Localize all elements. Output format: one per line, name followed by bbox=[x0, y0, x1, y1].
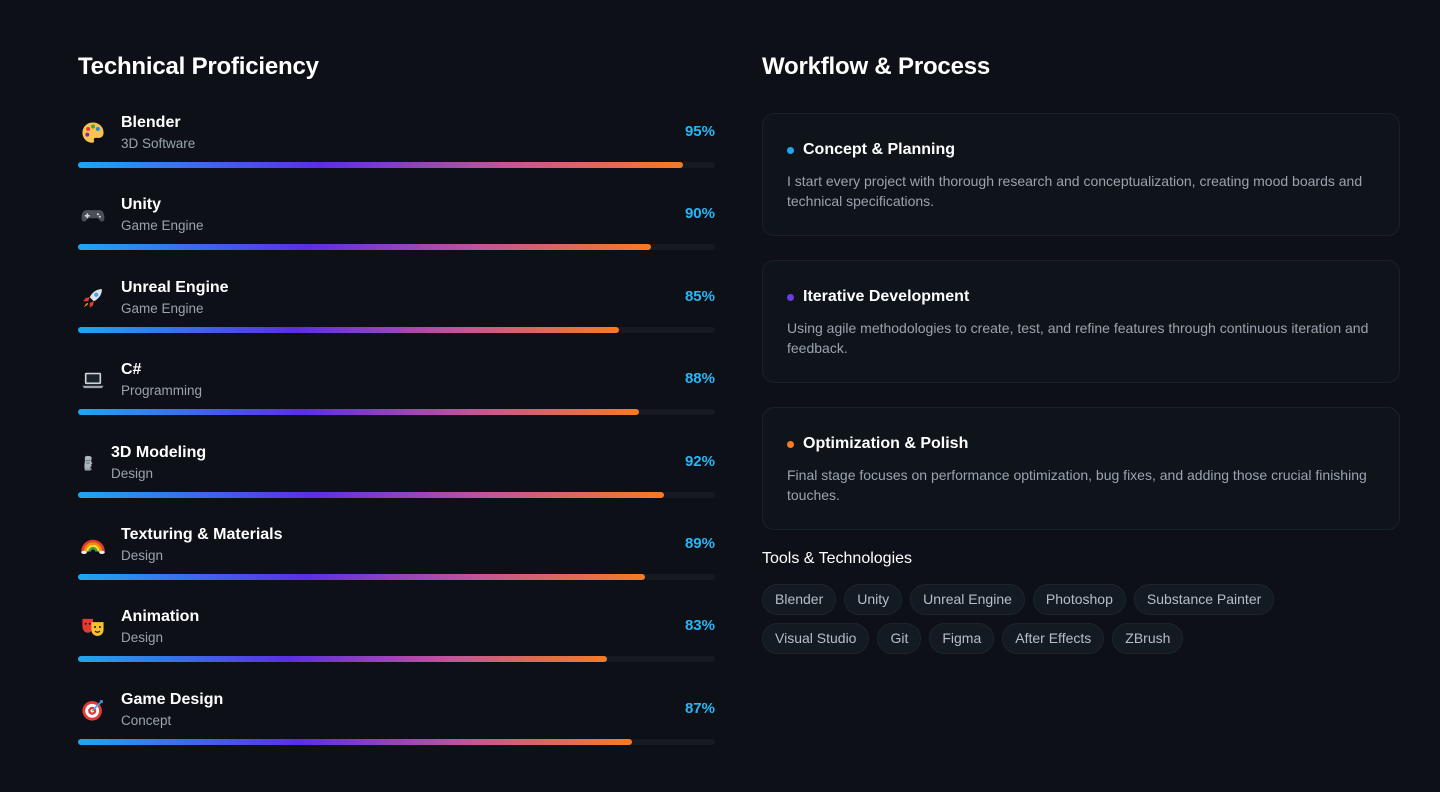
skill-progress-track bbox=[78, 656, 715, 663]
dot-icon bbox=[787, 440, 794, 448]
card-header: Iterative Development bbox=[787, 285, 1375, 309]
tool-chip[interactable]: Visual Studio bbox=[762, 623, 870, 654]
section-title: Technical Proficiency bbox=[78, 53, 319, 80]
tool-chip[interactable]: Substance Painter bbox=[1133, 584, 1275, 615]
skill-name: Texturing & Materials bbox=[121, 525, 283, 543]
skill-name: 3D Modeling bbox=[111, 443, 207, 461]
skill-text: C# Programming bbox=[121, 359, 202, 401]
skill-progress-fill bbox=[78, 162, 684, 168]
workflow-card: Concept & Planning I start every project … bbox=[762, 113, 1400, 236]
workflow-card: Optimization & Polish Final stage focuses… bbox=[762, 407, 1400, 530]
skill-text: Unreal Engine Game Engine bbox=[121, 277, 229, 319]
card-title: Iterative Development bbox=[803, 288, 970, 305]
card-header: Optimization & Polish bbox=[787, 432, 1375, 456]
theater-masks-icon bbox=[78, 612, 108, 642]
tool-chip[interactable]: ZBrush bbox=[1112, 623, 1184, 654]
skill-category: Concept bbox=[121, 712, 172, 728]
skill-text: 3D Modeling Design bbox=[111, 442, 206, 484]
skill-progress-fill bbox=[78, 326, 620, 333]
tool-chip[interactable]: Photoshop bbox=[1032, 584, 1126, 615]
skill-percent: 85% bbox=[684, 287, 715, 305]
skill-percent: 83% bbox=[684, 617, 715, 635]
rocket-icon bbox=[78, 283, 108, 313]
skill-percent: 89% bbox=[684, 534, 715, 552]
gamepad-icon bbox=[78, 200, 108, 230]
skill-progress-track bbox=[78, 326, 715, 333]
tool-chip[interactable]: Unreal Engine bbox=[910, 584, 1025, 615]
skill-name: Unreal Engine bbox=[121, 278, 229, 296]
skill-percent: 92% bbox=[684, 452, 715, 470]
card-description: I start every project with thorough rese… bbox=[787, 173, 1363, 209]
tool-chip[interactable]: Git bbox=[877, 623, 922, 654]
skill-category: Game Engine bbox=[121, 300, 204, 316]
skill-progress-fill bbox=[78, 491, 665, 498]
workflow-section: Workflow & Process Concept & Planning I s… bbox=[762, 52, 1400, 662]
skill-row: Blender 3D Software 95% bbox=[78, 112, 715, 194]
skill-name: Game Design bbox=[121, 690, 224, 708]
dot-icon bbox=[787, 146, 794, 154]
skill-category: 3D Software bbox=[121, 136, 196, 151]
laptop-icon bbox=[78, 365, 108, 395]
card-title: Concept & Planning bbox=[803, 141, 955, 158]
skill-progress-fill bbox=[78, 409, 639, 416]
skill-percent: 90% bbox=[684, 205, 715, 223]
tools-title: Tools & Technologies bbox=[762, 550, 913, 567]
rainbow-icon bbox=[78, 530, 108, 560]
skill-progress-fill bbox=[78, 656, 607, 663]
skill-row: Unity Game Engine 90% bbox=[78, 194, 715, 276]
tool-chip[interactable]: Blender bbox=[762, 584, 837, 615]
skill-text: Game Design Concept bbox=[121, 689, 223, 731]
technical-proficiency-section: Technical Proficiency Blender 3D Software… bbox=[78, 52, 715, 771]
skill-name: Unity bbox=[121, 196, 161, 214]
moai-icon bbox=[78, 448, 98, 478]
skill-text: Animation Design bbox=[121, 606, 199, 648]
skill-row: Unreal Engine Game Engine 85% bbox=[78, 277, 715, 359]
tools-chip-list: Blender Unity Unreal Engine Photoshop Substa… bbox=[762, 584, 1382, 662]
skill-percent: 87% bbox=[684, 699, 715, 717]
skill-progress-fill bbox=[78, 738, 633, 745]
skill-category: Design bbox=[121, 630, 164, 646]
skill-row: Animation Design 83% bbox=[78, 606, 715, 688]
skill-name: C# bbox=[121, 361, 142, 379]
skill-progress-track bbox=[78, 244, 715, 251]
skill-progress-track bbox=[78, 491, 715, 498]
skill-progress-fill bbox=[78, 244, 652, 251]
dot-icon bbox=[787, 293, 794, 301]
card-description: Using agile methodologies to create, tes… bbox=[787, 320, 1369, 356]
card-header: Concept & Planning bbox=[787, 138, 1375, 162]
skill-text: Unity Game Engine bbox=[121, 194, 204, 236]
section-title: Workflow & Process bbox=[762, 53, 991, 80]
workflow-cards: Concept & Planning I start every project … bbox=[762, 113, 1400, 530]
tool-chip[interactable]: After Effects bbox=[1002, 623, 1105, 654]
skill-progress-track bbox=[78, 738, 715, 745]
skill-progress-track bbox=[78, 162, 715, 168]
tool-chip[interactable]: Figma bbox=[929, 623, 995, 654]
palette-icon bbox=[78, 118, 108, 148]
skill-category: Programming bbox=[121, 383, 203, 399]
workflow-card: Iterative Development Using agile methodo… bbox=[762, 260, 1400, 383]
skill-progress-fill bbox=[78, 573, 645, 580]
skill-percent: 95% bbox=[684, 123, 715, 140]
skill-row: Game Design Concept 87% bbox=[78, 689, 715, 771]
card-description: Final stage focuses on performance optim… bbox=[787, 467, 1367, 503]
skill-category: Design bbox=[121, 547, 164, 563]
skills-list: Blender 3D Software 95% Unity Game Engine 90%… bbox=[78, 112, 715, 771]
skill-text: Blender 3D Software bbox=[121, 112, 195, 154]
skill-row: C# Programming 88% bbox=[78, 359, 715, 441]
skill-row: Texturing & Materials Design 89% bbox=[78, 524, 715, 606]
skill-category: Game Engine bbox=[121, 218, 204, 234]
skill-progress-track bbox=[78, 573, 715, 580]
skill-percent: 88% bbox=[684, 370, 715, 388]
skill-row: 3D Modeling Design 92% bbox=[78, 442, 715, 524]
target-icon bbox=[78, 695, 108, 725]
skill-name: Animation bbox=[121, 608, 200, 626]
skill-text: Texturing & Materials Design bbox=[121, 524, 283, 566]
card-title: Optimization & Polish bbox=[803, 435, 969, 452]
tool-chip[interactable]: Unity bbox=[844, 584, 903, 615]
skill-name: Blender bbox=[121, 114, 181, 131]
skill-progress-track bbox=[78, 409, 715, 416]
skill-category: Design bbox=[111, 465, 154, 481]
